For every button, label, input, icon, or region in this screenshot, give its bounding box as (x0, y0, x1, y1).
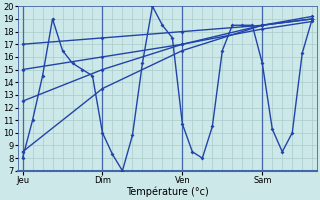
X-axis label: Température (°c): Température (°c) (126, 187, 209, 197)
